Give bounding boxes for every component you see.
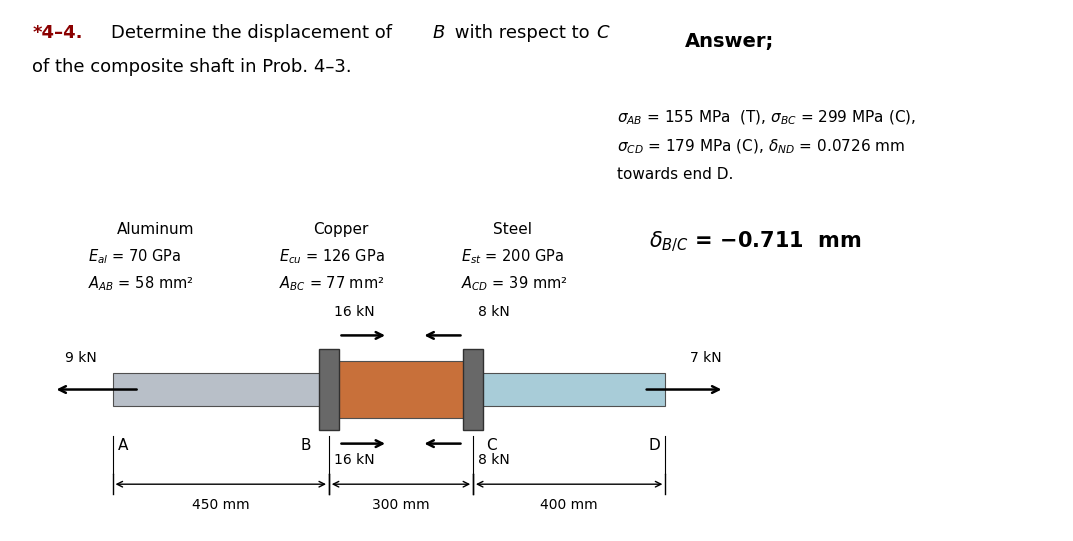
Text: *4–4.: *4–4. [32, 24, 83, 42]
Text: A: A [118, 438, 129, 453]
Bar [473, 373, 665, 406]
Text: $\sigma_{AB}$ = 155 MPa  (T), $\sigma_{BC}$ = 299 MPa (C),: $\sigma_{AB}$ = 155 MPa (T), $\sigma_{BC… [617, 108, 916, 127]
Text: Steel: Steel [494, 222, 532, 237]
Text: $E_{cu}$ = 126 GPa: $E_{cu}$ = 126 GPa [279, 247, 385, 266]
Text: 16 kN: 16 kN [335, 453, 374, 467]
Bar [320, 349, 339, 430]
Text: Aluminum: Aluminum [117, 222, 194, 237]
Text: $\sigma_{CD}$ = 179 MPa (C), $\delta_{ND}$ = 0.0726 mm: $\sigma_{CD}$ = 179 MPa (C), $\delta_{ND… [617, 138, 906, 156]
Text: of the composite shaft in Prob. 4–3.: of the composite shaft in Prob. 4–3. [32, 58, 352, 76]
Text: C: C [486, 438, 497, 453]
Bar [464, 349, 483, 430]
Text: $A_{CD}$ = 39 mm²: $A_{CD}$ = 39 mm² [461, 274, 568, 293]
Text: $E_{st}$ = 200 GPa: $E_{st}$ = 200 GPa [461, 247, 564, 266]
Text: 450 mm: 450 mm [192, 498, 250, 512]
Text: 7 kN: 7 kN [690, 351, 722, 365]
Text: $\delta_{B/C}$ = −0.711  mm: $\delta_{B/C}$ = −0.711 mm [649, 230, 862, 254]
Text: $A_{AB}$ = 58 mm²: $A_{AB}$ = 58 mm² [88, 274, 193, 293]
Text: towards end D.: towards end D. [617, 167, 733, 182]
Text: $A_{BC}$ = 77 mm²: $A_{BC}$ = 77 mm² [279, 274, 384, 293]
Text: $E_{al}$ = 70 GPa: $E_{al}$ = 70 GPa [88, 247, 181, 266]
Text: Determine the displacement of: Determine the displacement of [111, 24, 397, 42]
Bar [113, 373, 329, 406]
Text: 8 kN: 8 kN [479, 305, 510, 319]
Bar [329, 361, 473, 418]
Text: 8 kN: 8 kN [479, 453, 510, 467]
Text: 9 kN: 9 kN [64, 351, 97, 365]
Text: B: B [300, 438, 311, 453]
Text: C: C [597, 24, 609, 42]
Text: D: D [648, 438, 660, 453]
Text: 300 mm: 300 mm [372, 498, 430, 512]
Text: Copper: Copper [313, 222, 369, 237]
Text: Answer;: Answer; [685, 32, 775, 51]
Text: with respect to: with respect to [449, 24, 594, 42]
Text: B: B [432, 24, 445, 42]
Text: 400 mm: 400 mm [541, 498, 598, 512]
Text: 16 kN: 16 kN [335, 305, 374, 319]
